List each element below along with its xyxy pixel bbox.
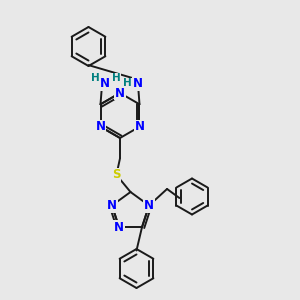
Text: H: H [112, 73, 121, 83]
Text: N: N [144, 199, 154, 212]
Text: N: N [115, 86, 125, 100]
Text: H: H [91, 73, 100, 83]
Text: N: N [114, 221, 124, 234]
Text: N: N [107, 199, 117, 212]
Text: N: N [95, 120, 106, 133]
Text: H: H [123, 78, 132, 88]
Text: N: N [133, 77, 143, 90]
Text: S: S [112, 168, 121, 182]
Text: N: N [134, 120, 145, 133]
Text: N: N [100, 77, 110, 90]
